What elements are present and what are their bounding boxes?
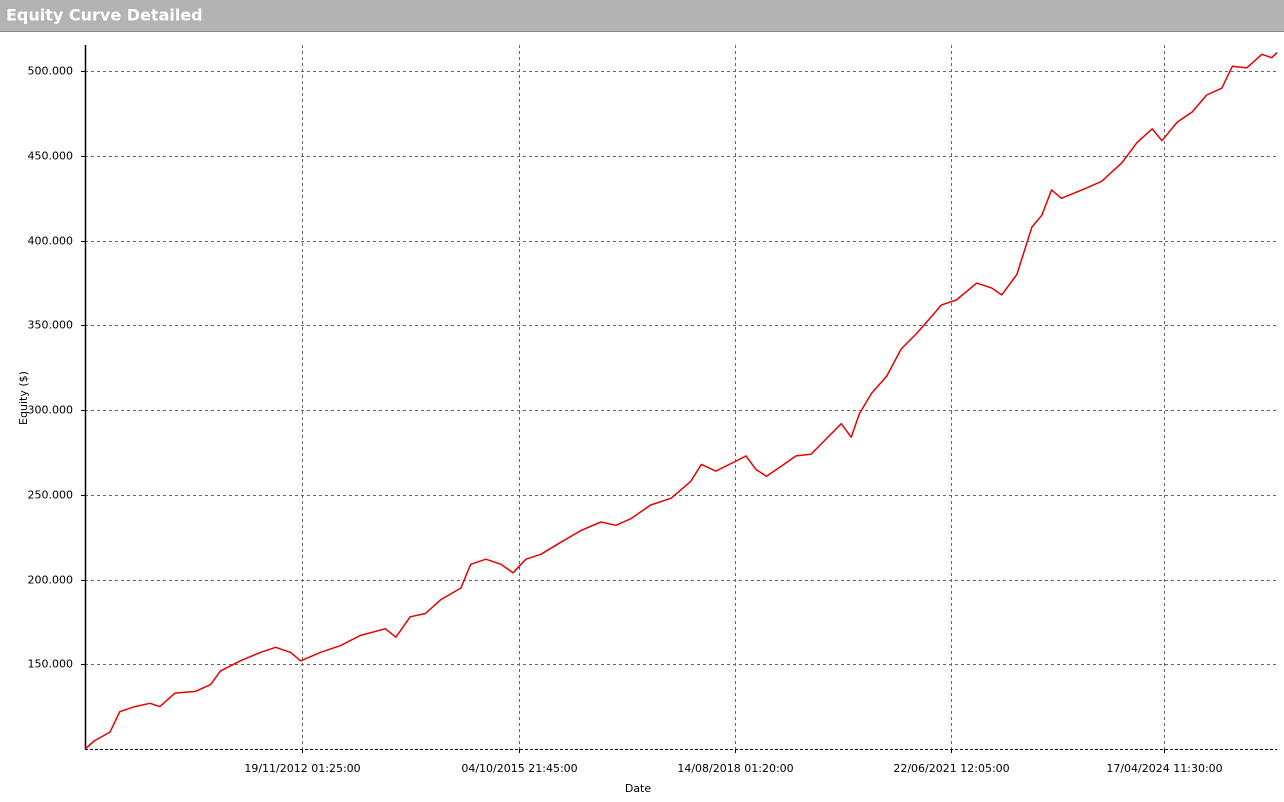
x-tick-label: 22/06/2021 12:05:00 <box>893 762 1009 775</box>
chart-title: Equity Curve Detailed <box>6 6 203 25</box>
y-axis-label: Equity ($) <box>17 371 30 425</box>
equity-line <box>84 52 1278 750</box>
y-tick-label: 400.000 <box>28 235 74 248</box>
x-axis-label: Date <box>625 782 652 795</box>
x-tick-label: 04/10/2015 21:45:00 <box>461 762 577 775</box>
y-tick-label: 350.000 <box>28 319 74 332</box>
y-tick-label: 250.000 <box>28 489 74 502</box>
y-tick-label: 300.000 <box>28 404 74 417</box>
x-tick-label: 14/08/2018 01:20:00 <box>677 762 793 775</box>
x-tick-label: 17/04/2024 11:30:00 <box>1106 762 1222 775</box>
y-tick-label: 150.000 <box>28 658 74 671</box>
title-bar <box>0 0 1284 31</box>
y-tick-label: 450.000 <box>28 150 74 163</box>
x-tick-label: 19/11/2012 01:25:00 <box>244 762 360 775</box>
y-tick-label: 500.000 <box>28 65 74 78</box>
y-tick-label: 200.000 <box>28 574 74 587</box>
